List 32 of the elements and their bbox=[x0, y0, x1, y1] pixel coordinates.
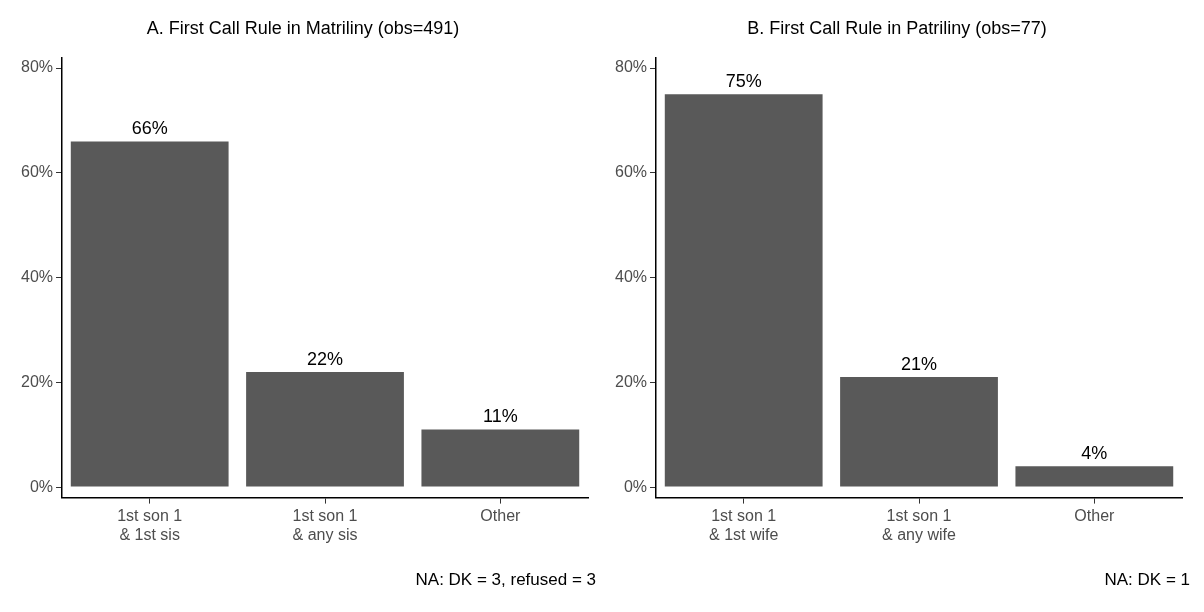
bar bbox=[664, 94, 823, 487]
y-tick-label: 80% bbox=[20, 58, 54, 76]
text: NA: DK = 1 bbox=[1103, 570, 1191, 590]
y-tick-label: 60% bbox=[20, 163, 54, 181]
x-tick-label: 1st son 1 & any sis bbox=[292, 506, 358, 543]
bar bbox=[1015, 466, 1174, 487]
y-tick-label: 60% bbox=[614, 163, 648, 181]
bar bbox=[840, 377, 998, 487]
x-tick-label: 1st son 1 & any wife bbox=[882, 506, 957, 543]
bar bbox=[70, 141, 229, 487]
y-tick-label: 40% bbox=[614, 268, 648, 286]
y-tick-label: 80% bbox=[614, 58, 648, 76]
y-tick-label: 0% bbox=[29, 477, 54, 495]
x-tick-label: 1st son 1 & 1st sis bbox=[117, 506, 183, 543]
bar bbox=[421, 429, 580, 487]
chart-title: A. First Call Rule in Matriliny (obs=491) bbox=[146, 17, 460, 38]
x-tick-label: 1st son 1 & 1st wife bbox=[709, 506, 779, 543]
data-label: 4% bbox=[1081, 443, 1108, 464]
data-label: 11% bbox=[482, 406, 518, 427]
data-label: 75% bbox=[725, 71, 762, 92]
y-tick-label: 20% bbox=[614, 372, 648, 390]
y-tick-label: 20% bbox=[20, 372, 54, 390]
x-tick-label: Other bbox=[1074, 506, 1116, 524]
text: NA: DK = 3, refused = 3 bbox=[414, 570, 597, 590]
y-tick-label: 40% bbox=[20, 268, 54, 286]
y-tick-label: 0% bbox=[623, 477, 648, 495]
x-tick-label: Other bbox=[480, 506, 522, 524]
chart-title: B. First Call Rule in Patriliny (obs=77) bbox=[747, 17, 1047, 38]
data-label: 22% bbox=[307, 348, 344, 369]
bar bbox=[246, 371, 404, 487]
data-label: 66% bbox=[131, 118, 168, 139]
data-label: 21% bbox=[901, 354, 938, 375]
